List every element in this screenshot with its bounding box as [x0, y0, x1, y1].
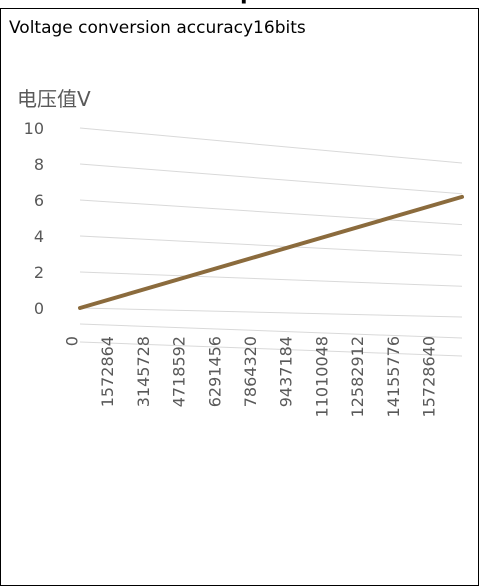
chart-title: Voltage conversion accuracy16bits — [9, 18, 306, 38]
top-cut-edge: p — [0, 0, 483, 8]
cropped-heading-fragment: p — [240, 0, 256, 4]
y-axis-label: 电压值V — [17, 87, 91, 111]
